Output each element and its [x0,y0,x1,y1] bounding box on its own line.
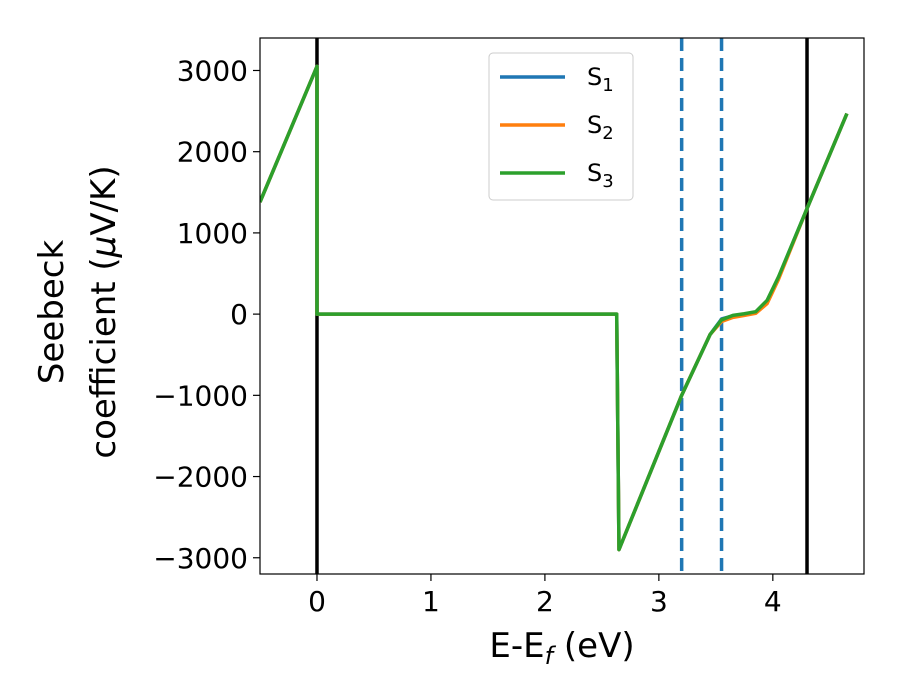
x-tick-label: 4 [764,585,782,618]
series-lines [260,64,849,552]
y-axis: −3000 −2000 −1000 0 1000 2000 3000 [153,54,260,575]
legend-label-s2: S2 [587,111,614,144]
y-tick-label: −2000 [153,461,248,494]
y-tick-label: 2000 [177,136,248,169]
legend-label-s3: S3 [587,159,614,192]
y-tick-label: −3000 [153,542,248,575]
x-tick-label: 3 [650,585,668,618]
x-tick-label: 1 [422,585,440,618]
x-axis-title: E-Ef (eV) [489,626,634,670]
x-axis: 0 1 2 3 4 [308,574,782,618]
x-tick-label: 0 [308,585,326,618]
legend: S1 S2 S3 [488,52,634,201]
y-tick-label: 1000 [177,217,248,250]
legend-label-s1: S1 [587,63,614,96]
y-tick-label: 3000 [177,54,248,87]
y-axis-title-line2: coefficient (μV/K) [84,165,124,458]
y-axis-title-line1: Seebeck [32,240,72,385]
y-tick-label: −1000 [153,379,248,412]
series-line-s3 [260,64,849,552]
y-tick-label: 0 [230,298,248,331]
plot-frame [259,37,865,575]
x-tick-label: 2 [536,585,554,618]
